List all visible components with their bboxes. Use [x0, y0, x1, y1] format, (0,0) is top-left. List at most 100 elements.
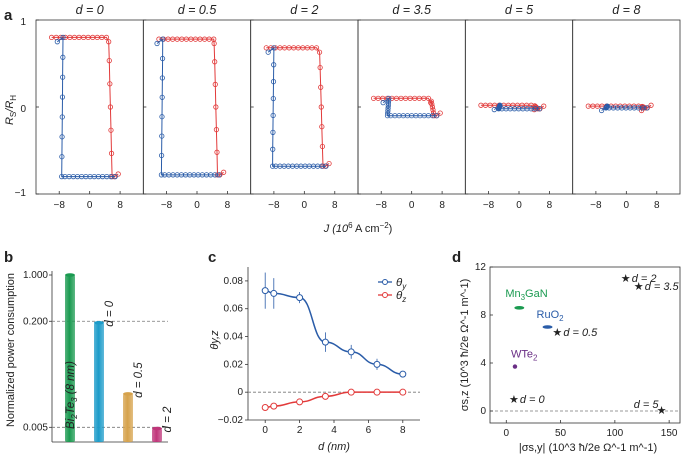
- d-material-pre-0: Mn: [505, 288, 520, 300]
- a-red-point-2-14: [318, 84, 324, 90]
- a-red-point-3-18: [430, 110, 437, 116]
- c-point-1-6: [399, 388, 407, 396]
- a-blue-point-1-4: [159, 94, 165, 100]
- a-blue-point-0-8: [59, 174, 65, 180]
- a-blue-point-0-7: [59, 154, 65, 160]
- a-blue-point-3-3: [385, 100, 392, 106]
- a-red-point-0-16: [107, 104, 114, 110]
- b-bar-label-0-sub2: 3: [70, 397, 79, 402]
- a-blue-point-2-4: [270, 95, 276, 102]
- a-blue-point-2-7: [270, 146, 276, 152]
- a-subpanel-4: −8 0 8 d = 5: [464, 3, 574, 211]
- panel-c-angles: d (nm) θy,z 0 2 4 6 8 0.08 0.06 0.04 0.02 0 −0.02 θ…: [209, 267, 420, 453]
- a-blue-point-5-18: [644, 105, 650, 111]
- c-point-0-0: [261, 287, 269, 295]
- c-xlabel: d (nm): [318, 441, 350, 453]
- a-red-point-3-17: [430, 107, 436, 113]
- a-red-point-2-20: [326, 160, 332, 167]
- a-red-point-2-16: [319, 124, 325, 130]
- a-red-point-3-15: [429, 101, 435, 107]
- a-blue-series-1: [154, 36, 222, 178]
- a-blue-point-1-22: [216, 172, 222, 178]
- a-blue-line-1: [156, 38, 220, 176]
- a-red-point-1-16: [213, 104, 219, 110]
- d-xtick-0: 0: [504, 428, 510, 439]
- a-blue-point-2-5: [270, 112, 276, 119]
- a-subpanel-2: −8 0 8 d = 2: [250, 3, 359, 211]
- a-xtick-3-0: −8: [376, 200, 388, 211]
- a-subpanel-0: −8 0 8 d = 0: [35, 3, 144, 211]
- a-blue-point-3-7: [385, 110, 391, 116]
- d-star-marker-4: ★: [657, 405, 667, 417]
- a-xlabel: J (106 A cm−2): [323, 221, 393, 235]
- a-red-point-3-21: [437, 110, 443, 116]
- c-xtick-3: 6: [366, 425, 372, 436]
- a-blue-point-2-1: [271, 45, 277, 51]
- b-bar-2: [123, 393, 133, 442]
- a-title-5: d = 8: [612, 3, 640, 17]
- b-bar-label-3: d = 2: [162, 406, 174, 433]
- a-blue-series-5: [598, 103, 650, 114]
- c-xtick-1: 2: [297, 425, 303, 436]
- a-xtick-2-2: 8: [332, 200, 338, 211]
- a-red-point-2-17: [319, 143, 326, 150]
- b-bar-label-1-pre: d = 0: [104, 300, 116, 327]
- a-red-point-0-17: [108, 127, 114, 133]
- a-blue-point-2-21: [323, 163, 329, 169]
- d-material-marker-0: [514, 306, 525, 310]
- b-ytick-0: 1.000: [23, 270, 48, 281]
- d-ytick-1: 8: [480, 310, 486, 321]
- a-blue-point-3-8: [384, 113, 391, 119]
- b-ylabel: Normalized power consumption: [5, 273, 17, 427]
- a-red-point-3-14: [428, 98, 434, 104]
- c-point-0-4: [347, 348, 355, 356]
- a-ylabel-sep: /R: [4, 101, 16, 113]
- a-blue-point-0-6: [59, 134, 65, 140]
- a-xtick-1-2: 8: [225, 200, 231, 211]
- a-red-point-0-13: [106, 39, 112, 45]
- a-blue-point-1-2: [159, 55, 166, 62]
- a-xlabel-post: ): [389, 223, 393, 235]
- a-blue-point-0-1: [60, 34, 66, 41]
- a-blue-point-0-3: [60, 74, 66, 80]
- a-frame-3: [357, 19, 466, 195]
- a-blue-point-2-2: [271, 62, 277, 68]
- a-ylabel-sub2: H: [9, 95, 18, 101]
- a-xtick-4-1: 0: [516, 200, 522, 211]
- a-blue-series-4: [491, 102, 543, 113]
- a-xtick-5-0: −8: [590, 200, 602, 211]
- b-bar-3: [152, 428, 162, 442]
- a-blue-point-3-2: [386, 98, 392, 104]
- d-material-marker-1: [542, 325, 553, 329]
- b-bar-top-3: [152, 426, 162, 431]
- panel-label-d: d: [452, 249, 461, 266]
- a-blue-point-3-5: [385, 105, 391, 111]
- a-red-line-2: [266, 47, 330, 167]
- a-red-point-2-13: [317, 64, 323, 71]
- a-xtick-2-1: 0: [302, 200, 308, 211]
- a-blue-point-1-5: [159, 114, 165, 120]
- a-red-point-0-21: [115, 171, 121, 177]
- b-bar-label-0: Bi2Te3 (8 nm): [65, 361, 79, 429]
- d-star-marker-0: ★: [621, 273, 631, 285]
- a-xlabel-mid: A cm: [353, 223, 380, 235]
- d-material-sub-0: 3: [521, 293, 526, 302]
- c-legend-base-0: θ: [396, 277, 403, 289]
- b-bar-label-0-post: (8 nm): [65, 361, 77, 398]
- d-material-sub-1: 2: [559, 314, 564, 323]
- c-xtick-4: 8: [400, 425, 406, 436]
- b-bar-1: [94, 322, 104, 442]
- a-blue-point-5-0: [598, 107, 605, 114]
- d-star-label-2: d = 0.5: [563, 327, 598, 339]
- c-point-1-2: [296, 398, 304, 406]
- a-xlabel-sup2: −2: [380, 221, 390, 230]
- c-point-1-0: [261, 403, 269, 411]
- a-blue-point-0-4: [59, 94, 66, 100]
- a-xtick-3-1: 0: [409, 200, 415, 211]
- c-legend-base-1: θ: [396, 290, 403, 302]
- a-blue-point-2-3: [270, 79, 277, 85]
- a-xtick-2-0: −8: [268, 200, 280, 211]
- c-point-1-4: [347, 388, 355, 396]
- a-frame-1: [142, 19, 252, 195]
